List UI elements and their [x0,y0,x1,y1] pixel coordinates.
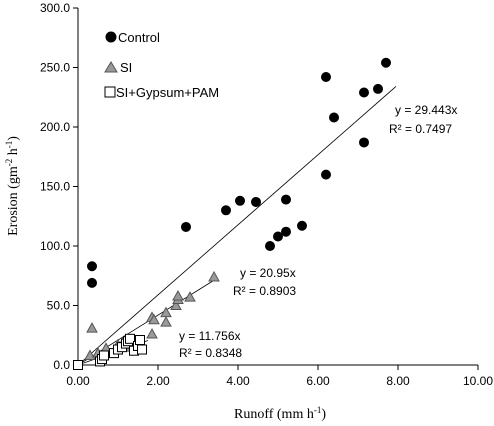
y-tick-label: 50.0 [47,299,71,313]
si-point [160,316,172,327]
si-point [172,289,184,301]
si-point [148,313,160,325]
pam-equation: y = 11.756x [179,329,241,343]
y-tick-label: 100.0 [40,239,70,253]
x-tick-label: 2.00 [146,374,170,388]
legend-marker-si [104,61,118,73]
legend-label-pam: SI+Gypsum+PAM [116,85,219,100]
legend-label-control: Control [118,30,160,45]
control-point [87,261,97,272]
axes [77,8,478,366]
legend-marker-pam [104,86,116,98]
pam-point [125,333,135,344]
pam-point [137,344,147,355]
control-point [221,205,231,216]
x-axis-title: Runoff (mm h-1) [234,405,326,422]
pam-point [73,360,83,370]
control-point [181,221,191,232]
y-ticks: 0.0 50.0 100.0 150.0 200.0 250.0 300.0 [40,1,78,372]
control-point [359,87,369,98]
x-tick-label: 10.00 [463,374,493,388]
x-tick-label: 6.00 [306,374,330,388]
control-point [321,169,331,180]
x-tick-label: 4.00 [226,374,250,388]
y-axis-title: Erosion (gm-2 h-1) [4,136,21,236]
data-points [73,57,391,370]
control-point [359,137,369,148]
control-point [321,72,331,83]
trend-lines [77,86,397,366]
control-point [373,83,383,94]
x-tick-label: 0.00 [66,374,90,388]
y-tick-label: 200.0 [40,120,70,134]
si-point [208,270,220,282]
control-point [281,226,291,237]
legend: Control SI SI+Gypsum+PAM [104,30,219,100]
control-point [381,57,391,68]
control-point [281,194,291,205]
y-tick-label: 250.0 [40,61,70,75]
si-point [86,322,98,333]
control-point [273,231,283,242]
pam-point [135,335,145,346]
si-point [160,306,172,318]
control-point [87,277,97,288]
pam-r2: R² = 0.8348 [179,346,242,360]
control-point [235,195,245,206]
control-equation: y = 29.443x [395,103,457,117]
x-ticks: 0.00 2.00 4.00 6.00 8.00 10.00 [66,365,493,388]
legend-marker-control [105,31,117,43]
y-tick-label: 150.0 [40,180,70,194]
y-tick-label: 0.0 [53,358,70,372]
y-tick-label: 300.0 [40,1,70,15]
x-tick-label: 8.00 [386,374,410,388]
si-point [184,291,196,302]
si-r2: R² = 0.8903 [233,284,296,298]
trend-equations: y = 29.443x R² = 0.7497 y = 20.95x R² = … [179,103,457,360]
control-point [329,112,339,123]
legend-label-si: SI [120,60,132,75]
control-trend-line [77,86,397,366]
si-equation: y = 20.95x [240,266,296,280]
control-point [251,196,261,207]
si-point [146,328,158,339]
control-point [297,220,307,231]
pam-point [99,350,109,361]
si-point [170,299,182,310]
control-point [265,241,275,251]
control-r2: R² = 0.7497 [389,122,452,136]
